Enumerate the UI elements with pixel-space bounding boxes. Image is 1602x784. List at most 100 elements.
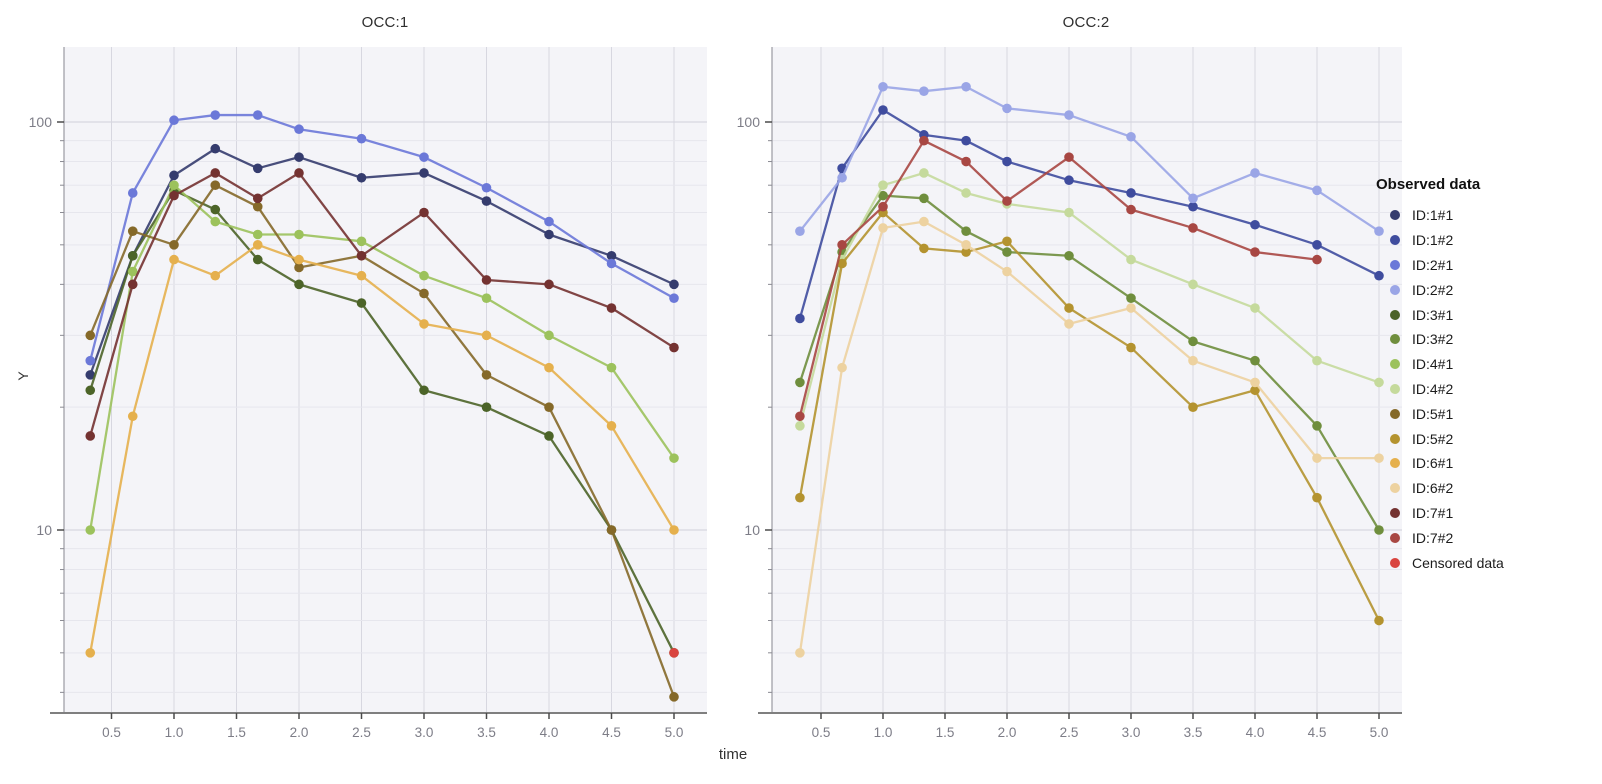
data-point-ID:5#1 (169, 240, 179, 250)
data-point-ID:7#1 (85, 431, 96, 441)
legend-item-label: ID:5#2 (1412, 430, 1454, 447)
legend-dot-icon (1390, 458, 1400, 469)
legend-item-id-3-1[interactable]: ID:3#1 (1376, 302, 1596, 327)
data-point-ID:6#2 (1064, 319, 1074, 329)
data-point-ID:2#1 (85, 355, 96, 366)
x-tick-label: 2.0 (998, 725, 1017, 740)
data-point-ID:7#1 (419, 207, 429, 218)
data-point-ID:5#2 (919, 243, 929, 254)
legend-item-id-2-2[interactable]: ID:2#2 (1376, 277, 1596, 302)
data-point-ID:5#2 (1002, 236, 1012, 247)
data-point-ID:5#2 (1250, 385, 1260, 396)
legend-item-label: ID:3#1 (1412, 306, 1454, 323)
legend-item-label: ID:7#1 (1412, 504, 1454, 521)
data-point-ID:3#2 (919, 193, 929, 204)
data-point-ID:4#1 (481, 293, 492, 303)
data-point-ID:2#2 (919, 86, 929, 96)
data-point-ID:7#1 (481, 275, 492, 285)
data-point-ID:1#2 (878, 105, 888, 115)
legend-item-id-1-1[interactable]: ID:1#1 (1376, 203, 1596, 228)
data-point-ID:6#1 (356, 270, 367, 281)
x-tick-label: 0.5 (812, 725, 831, 740)
data-point-ID:2#2 (1002, 103, 1012, 114)
legend-items: ID:1#1 ID:1#2 ID:2#1 ID:2#2 ID:3#1 ID:3#2 ID:4… (1376, 203, 1596, 575)
series-line-ID:3#2 (798, 194, 1380, 531)
x-tick-label: 4.5 (602, 725, 621, 740)
legend-item-id-7-1[interactable]: ID:7#1 (1376, 501, 1596, 526)
x-tick-label: 1.5 (227, 725, 246, 740)
legend-item-id-5-1[interactable]: ID:5#1 (1376, 401, 1596, 426)
legend-item-id-5-2[interactable]: ID:5#2 (1376, 426, 1596, 451)
data-point-ID:4#2 (1374, 377, 1384, 388)
data-point-ID:4#1 (252, 229, 263, 240)
data-point-ID:3#2 (795, 377, 805, 388)
data-point-ID:1#1 (294, 152, 304, 162)
data-point-ID:6#2 (1374, 453, 1384, 463)
legend-dot-icon (1390, 532, 1400, 543)
data-point-ID:6#2 (1250, 377, 1260, 388)
data-point-ID:3#2 (1374, 525, 1384, 535)
data-point-ID:1#2 (1188, 201, 1198, 212)
legend-item-id-4-2[interactable]: ID:4#2 (1376, 377, 1596, 402)
data-point-ID:3#1 (85, 385, 96, 396)
legend-dot-icon (1390, 259, 1400, 270)
data-point-ID:2#2 (1312, 185, 1322, 196)
data-point-ID:6#2 (1002, 266, 1012, 277)
data-point-ID:5#2 (961, 247, 971, 257)
legend-item-label: ID:2#1 (1412, 256, 1454, 273)
legend-item-id-3-2[interactable]: ID:3#2 (1376, 327, 1596, 352)
legend-item-id-2-1[interactable]: ID:2#1 (1376, 253, 1596, 278)
data-point-ID:5#1 (669, 692, 679, 702)
series-line-ID:5#1 (89, 184, 676, 698)
legend-item-id-6-2[interactable]: ID:6#2 (1376, 476, 1596, 501)
data-point-ID:3#1 (356, 298, 367, 308)
legend-item-id-6-1[interactable]: ID:6#1 (1376, 451, 1596, 476)
data-point-ID:1#2 (1126, 188, 1136, 198)
legend-dot-icon (1390, 334, 1400, 345)
data-point-ID:4#2 (1064, 207, 1074, 218)
legend-item-label: Censored data (1412, 554, 1504, 571)
data-point-ID:1#2 (1250, 219, 1260, 230)
legend-item-censored-data[interactable]: Censored data (1376, 550, 1596, 575)
data-point-ID:1#1 (606, 250, 617, 261)
series-line-ID:4#2 (798, 171, 1380, 427)
data-point-ID:7#1 (210, 168, 221, 178)
series-line-ID:6#2 (798, 220, 1379, 653)
data-point-ID:1#1 (544, 229, 554, 240)
legend-dot-icon (1390, 433, 1400, 444)
data-point-ID:4#2 (1126, 254, 1136, 265)
x-tick-label: 3.5 (477, 725, 496, 740)
data-point-ID:5#2 (1126, 342, 1136, 353)
censored-data-point (669, 648, 679, 658)
data-point-ID:1#1 (85, 370, 96, 380)
y-tick-label: 100 (29, 114, 53, 130)
data-point-ID:7#1 (544, 279, 554, 290)
data-point-ID:2#2 (1250, 168, 1260, 178)
x-tick-label: 1.0 (874, 725, 893, 740)
data-point-ID:4#2 (1188, 279, 1198, 290)
data-point-ID:3#2 (878, 190, 888, 201)
data-point-ID:4#1 (419, 270, 429, 281)
data-point-ID:4#1 (294, 229, 304, 240)
data-point-ID:4#2 (1312, 355, 1322, 366)
data-point-ID:3#2 (1312, 421, 1322, 431)
legend-item-id-1-2[interactable]: ID:1#2 (1376, 228, 1596, 253)
legend-item-id-7-2[interactable]: ID:7#2 (1376, 525, 1596, 550)
legend-dot-icon (1390, 284, 1400, 295)
data-point-ID:7#2 (1002, 196, 1012, 206)
x-tick-label: 3.0 (1122, 725, 1141, 740)
series-line-ID:2#1 (89, 113, 675, 361)
legend-item-label: ID:3#2 (1412, 331, 1454, 348)
x-tick-label: 5.0 (1370, 725, 1389, 740)
data-point-ID:5#2 (1374, 615, 1384, 626)
data-point-ID:1#2 (961, 135, 971, 146)
data-point-ID:5#1 (544, 402, 554, 412)
data-point-ID:5#1 (210, 180, 221, 190)
data-point-ID:6#1 (169, 254, 179, 265)
data-point-ID:2#2 (1064, 110, 1074, 120)
data-point-ID:5#1 (252, 201, 263, 212)
x-tick-label: 5.0 (665, 725, 684, 740)
legend-item-id-4-1[interactable]: ID:4#1 (1376, 352, 1596, 377)
data-point-ID:2#2 (878, 81, 888, 92)
legend-item-label: ID:1#2 (1412, 232, 1454, 249)
